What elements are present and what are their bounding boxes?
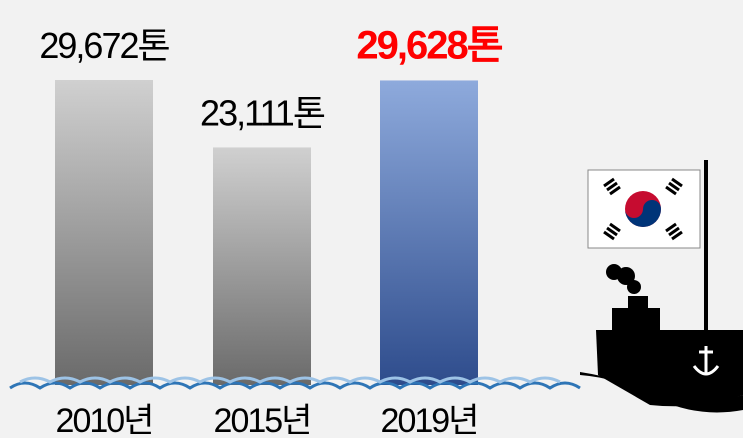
x-tick-label: 2010년 — [56, 402, 153, 438]
x-tick-label: 2019년 — [381, 402, 478, 438]
bar — [213, 147, 311, 385]
bar — [55, 80, 153, 385]
value-label: 23,111톤 — [200, 92, 325, 133]
bar — [380, 80, 478, 385]
value-label: 29,672톤 — [39, 25, 169, 66]
value-label: 29,628톤 — [356, 23, 502, 67]
x-tick-label: 2015년 — [214, 402, 311, 438]
